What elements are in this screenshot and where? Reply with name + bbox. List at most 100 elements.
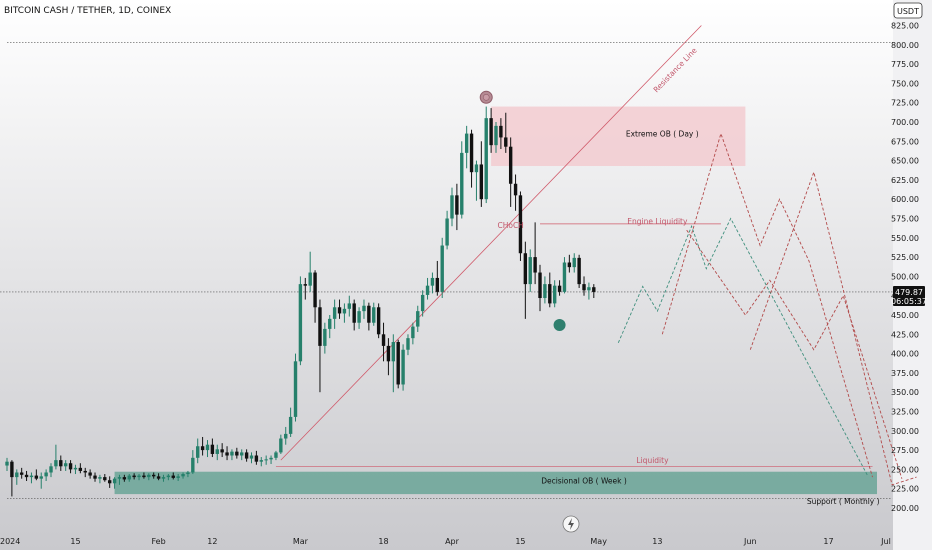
candle: [372, 302, 376, 326]
price-axis[interactable]: 200.00 225.00 250.00 275.00 300.00 325.00 350.…: [891, 22, 919, 514]
candle-body: [24, 474, 29, 478]
candle: [538, 264, 542, 312]
candle: [181, 472, 185, 479]
candle: [68, 460, 73, 474]
candle: [484, 106, 488, 204]
candle-body: [176, 476, 180, 478]
candle-body: [528, 257, 532, 285]
chart-background: [0, 0, 893, 550]
candle-body: [450, 195, 454, 219]
candle-body: [318, 307, 322, 346]
candle-body: [152, 474, 156, 477]
y-tick-label: 750.00: [891, 79, 919, 88]
currency-button-label[interactable]: USDT: [897, 7, 919, 16]
candle-body: [205, 444, 210, 451]
candle-body: [440, 245, 444, 292]
candle: [293, 353, 298, 422]
candle-body: [88, 472, 92, 476]
x-tick-label: 15: [515, 537, 525, 546]
candle-body: [533, 257, 537, 273]
candle-body: [34, 475, 39, 479]
y-tick-label: 575.00: [891, 215, 919, 224]
candle: [103, 474, 107, 482]
candle-body: [484, 118, 488, 200]
time-axis[interactable]: 2024 15 Feb 12 Mar 18 Apr 15 May 13 Jun 17 Jul: [0, 537, 891, 546]
candle: [528, 249, 532, 292]
candle-body: [284, 433, 288, 439]
candle: [254, 450, 259, 465]
candle: [548, 272, 552, 308]
extreme-ob-label: Extreme OB ( Day ): [626, 130, 699, 139]
candle-body: [39, 476, 43, 479]
candle-body: [435, 277, 440, 292]
candle-body: [44, 472, 48, 477]
candle-body: [186, 472, 190, 475]
candle: [420, 290, 425, 317]
candle: [357, 307, 361, 329]
decisional-ob-label: Decisional OB ( Week ): [541, 476, 627, 485]
candle-body: [504, 137, 508, 147]
candle: [88, 469, 92, 479]
candle: [367, 302, 371, 331]
y-tick-label: 650.00: [891, 157, 919, 166]
candle: [117, 474, 122, 485]
candle: [332, 299, 337, 329]
candle: [308, 251, 312, 292]
choch-label: CHoCH: [497, 221, 523, 230]
candle-body: [147, 474, 151, 478]
candle-body: [171, 475, 175, 478]
candle: [440, 237, 444, 299]
candle-body: [83, 470, 87, 473]
candle: [582, 276, 586, 296]
x-tick-label: Apr: [445, 537, 460, 546]
candle: [132, 473, 136, 480]
candle-body: [494, 125, 498, 146]
candle-body: [518, 195, 523, 254]
last-price-box: [893, 286, 925, 306]
chart-title: BITCOIN CASH / TETHER, 1D, COINEX: [4, 6, 171, 16]
candle: [328, 315, 332, 339]
candle: [244, 449, 249, 462]
candle: [156, 473, 161, 481]
candle: [107, 476, 112, 488]
candle: [469, 129, 474, 188]
currency-button[interactable]: USDT: [893, 2, 923, 19]
candle: [210, 438, 215, 458]
y-tick-label: 600.00: [891, 195, 919, 204]
candles-layer: [5, 106, 596, 497]
candle-body: [479, 164, 484, 200]
candle: [567, 254, 572, 273]
candle: [523, 241, 528, 319]
candle: [474, 160, 479, 201]
candle: [19, 467, 24, 479]
candle-body: [166, 475, 171, 478]
candle: [533, 222, 537, 285]
snapshot-lightning-icon[interactable]: [562, 515, 580, 533]
candle-body: [15, 472, 19, 478]
candle-body: [244, 452, 249, 459]
candle: [279, 434, 283, 454]
candle-body: [430, 277, 435, 286]
price-axis-panel[interactable]: [893, 0, 932, 550]
candle: [489, 108, 493, 153]
candle-body: [196, 446, 200, 458]
candle: [205, 440, 210, 458]
candle: [342, 303, 347, 323]
candle: [240, 449, 244, 461]
candle: [513, 174, 518, 211]
candle: [127, 474, 131, 482]
candle: [122, 474, 127, 482]
y-tick-label: 825.00: [891, 22, 919, 31]
y-tick-label: 400.00: [891, 350, 919, 359]
candle-body: [215, 449, 219, 454]
y-tick-label: 700.00: [891, 118, 919, 127]
candle: [284, 426, 288, 445]
candle: [147, 473, 151, 481]
candle: [406, 334, 410, 356]
candle: [63, 460, 68, 471]
candle: [455, 183, 459, 231]
candle: [142, 472, 146, 479]
candle-body: [543, 284, 547, 299]
candle-body: [416, 311, 420, 327]
